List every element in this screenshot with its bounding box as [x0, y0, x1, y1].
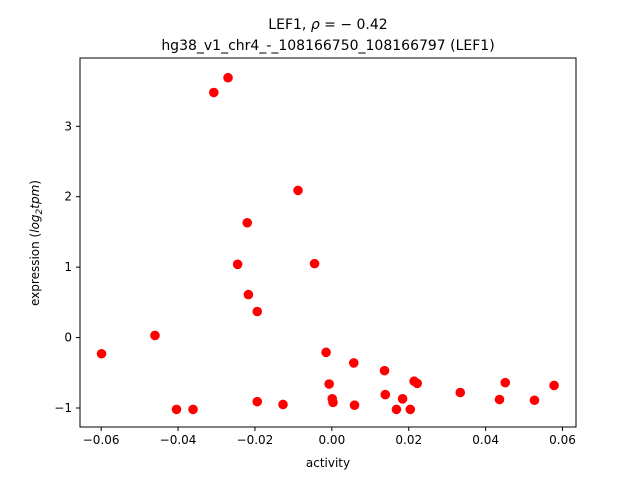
- y-axis-label-suffix: ): [28, 180, 42, 185]
- y-axis-label-prefix: expression (: [28, 233, 42, 306]
- data-point: [349, 400, 360, 410]
- data-point: [379, 365, 390, 376]
- axes-frame: [79, 57, 577, 428]
- x-tick-label: 0.04: [472, 433, 499, 447]
- data-point: [348, 358, 359, 368]
- x-tick-label: −0.04: [160, 433, 197, 447]
- data-point: [529, 395, 540, 406]
- data-point: [328, 397, 338, 408]
- x-tick-label: 0.02: [395, 433, 422, 447]
- x-axis-label: activity: [306, 456, 350, 470]
- y-tick-label: −1: [54, 401, 72, 415]
- y-tick-label: 3: [64, 119, 72, 133]
- y-axis-label-log: log: [28, 214, 42, 233]
- chart-title-suffix: = − 0.42: [320, 17, 388, 33]
- x-axis-ticks: −0.06 −0.04 −0.02 0.00 0.02 0.04 0.06: [83, 427, 576, 447]
- data-point: [309, 258, 320, 269]
- data-point: [252, 396, 263, 407]
- data-point: [232, 259, 243, 270]
- data-point: [405, 404, 416, 415]
- data-point: [278, 399, 288, 410]
- data-point: [243, 289, 254, 300]
- chart-title: LEF1, ρ = − 0.42 hg38_v1_chr4_-_10816675…: [161, 17, 494, 54]
- data-point: [500, 377, 511, 388]
- plot-background: [80, 58, 576, 427]
- data-point: [549, 380, 559, 391]
- plot-area: [80, 58, 576, 427]
- y-axis-label: expression (log2tpm): [28, 180, 45, 306]
- x-tick-label: −0.02: [237, 433, 274, 447]
- data-point: [188, 404, 198, 415]
- data-point: [96, 348, 107, 359]
- data-point: [455, 387, 466, 398]
- data-point: [293, 185, 303, 196]
- chart-title-line2: hg38_v1_chr4_-_108166750_108166797 (LEF1…: [161, 38, 494, 54]
- data-point: [209, 87, 219, 98]
- data-point: [252, 306, 263, 317]
- data-point: [150, 330, 160, 341]
- data-point: [391, 404, 402, 415]
- x-tick-label: −0.06: [83, 433, 120, 447]
- chart-title-rho: ρ: [311, 17, 320, 33]
- chart-title-prefix: LEF1,: [268, 17, 311, 33]
- data-point: [494, 394, 505, 405]
- data-point: [321, 347, 331, 358]
- y-tick-label: 0: [64, 331, 72, 345]
- chart-title-line1: LEF1, ρ = − 0.42: [268, 17, 387, 33]
- data-point: [324, 379, 334, 389]
- x-tick-label: 0.00: [318, 433, 345, 447]
- data-point: [380, 389, 391, 400]
- y-axis-label-tpm: tpm: [28, 185, 42, 209]
- data-point: [412, 378, 423, 389]
- points-layer: [96, 72, 559, 415]
- x-tick-label: 0.06: [549, 433, 576, 447]
- data-point: [242, 217, 253, 228]
- data-point: [223, 72, 233, 83]
- y-tick-label: 1: [64, 260, 72, 274]
- y-tick-label: 2: [64, 190, 72, 204]
- data-point: [397, 394, 408, 404]
- y-axis-label-sub: 2: [35, 208, 45, 214]
- y-axis-ticks: −1 0 1 2 3: [54, 119, 80, 415]
- axes-spines: [79, 57, 577, 428]
- data-point: [171, 404, 182, 415]
